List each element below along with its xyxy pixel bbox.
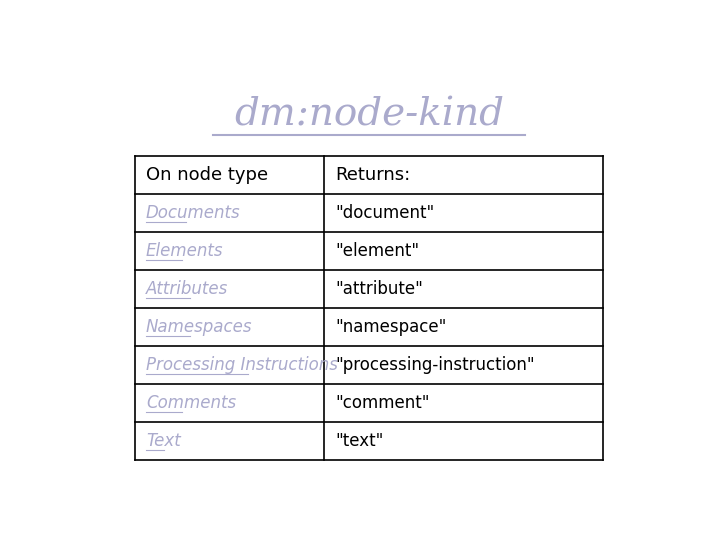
Text: "namespace": "namespace" <box>336 318 447 336</box>
Text: Returns:: Returns: <box>336 166 411 184</box>
Text: Processing Instructions: Processing Instructions <box>145 356 338 374</box>
Text: Elements: Elements <box>145 242 223 260</box>
Text: Text: Text <box>145 432 181 450</box>
Text: Attributes: Attributes <box>145 280 228 298</box>
Text: "comment": "comment" <box>336 394 430 412</box>
Text: Namespaces: Namespaces <box>145 318 252 336</box>
Text: "attribute": "attribute" <box>336 280 423 298</box>
Text: "document": "document" <box>336 204 435 222</box>
Text: Comments: Comments <box>145 394 236 412</box>
Text: dm:node-kind: dm:node-kind <box>234 96 504 133</box>
Text: "text": "text" <box>336 432 384 450</box>
Text: On node type: On node type <box>145 166 268 184</box>
Text: "element": "element" <box>336 242 420 260</box>
Text: "processing-instruction": "processing-instruction" <box>336 356 535 374</box>
Text: Documents: Documents <box>145 204 240 222</box>
